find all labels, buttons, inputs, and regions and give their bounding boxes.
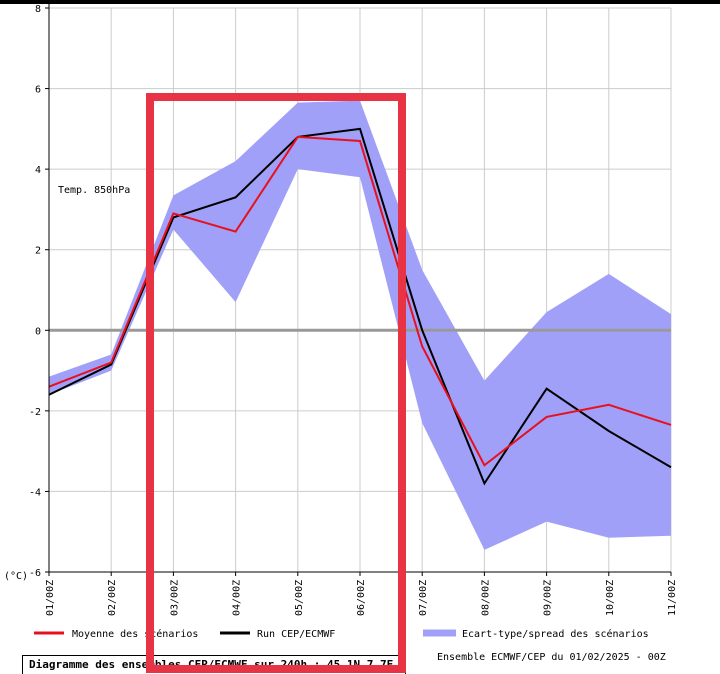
x-tick-label: 03/00Z xyxy=(169,580,180,616)
x-tick-label: 11/00Z xyxy=(667,580,678,616)
y-tick-label: -2 xyxy=(29,407,41,418)
x-tick-label: 04/00Z xyxy=(232,580,243,616)
y-tick-label: -6 xyxy=(29,568,41,579)
x-tick-label: 05/00Z xyxy=(294,580,305,616)
legend-label-0: Moyenne des scénarios xyxy=(72,628,198,640)
legend-swatch-2 xyxy=(423,629,456,637)
chart-annotation: Temp. 850hPa xyxy=(58,185,130,196)
y-tick-labels: -6 -4 -2 0 2 4 6 8 xyxy=(29,4,41,579)
x-tick-label: 07/00Z xyxy=(418,580,429,616)
y-tick-label: 4 xyxy=(35,165,41,176)
top-border xyxy=(0,0,720,4)
ensemble-chart: -6 -4 -2 0 2 4 6 8 01/00Z 02/00Z 03/00Z 04/00Z 05/0… xyxy=(4,0,678,640)
chart-title: Diagramme des ensembles CEP/ECMWF sur 24… xyxy=(22,655,406,674)
y-tick-label: 0 xyxy=(35,326,41,337)
legend-swatch-1 xyxy=(220,631,250,635)
y-tick-label: -4 xyxy=(29,487,41,498)
legend: Moyenne des scénarios Run CEP/ECMWF Ecart-… xyxy=(34,628,649,640)
x-tick-label: 06/00Z xyxy=(356,580,367,616)
y-tick-label: 8 xyxy=(35,4,41,15)
x-tick-label: 01/00Z xyxy=(45,580,56,616)
y-tick-label: 6 xyxy=(35,85,41,96)
x-tick-label: 09/00Z xyxy=(543,580,554,616)
legend-label-2: Ecart-type/spread des scénarios xyxy=(462,628,649,640)
y-tick-label: 2 xyxy=(35,246,41,257)
legend-swatch-0 xyxy=(34,631,64,635)
ensemble-info: Ensemble ECMWF/CEP du 01/02/2025 - 00Z xyxy=(437,652,666,663)
x-tick-label: 02/00Z xyxy=(107,580,118,616)
x-tick-label: 10/00Z xyxy=(605,580,616,616)
legend-label-1: Run CEP/ECMWF xyxy=(257,629,335,640)
y-axis-label: (°C) xyxy=(4,571,28,582)
x-tick-labels: 01/00Z 02/00Z 03/00Z 04/00Z 05/00Z 06/00Z 07/0… xyxy=(45,580,678,616)
x-tick-label: 08/00Z xyxy=(480,580,491,616)
